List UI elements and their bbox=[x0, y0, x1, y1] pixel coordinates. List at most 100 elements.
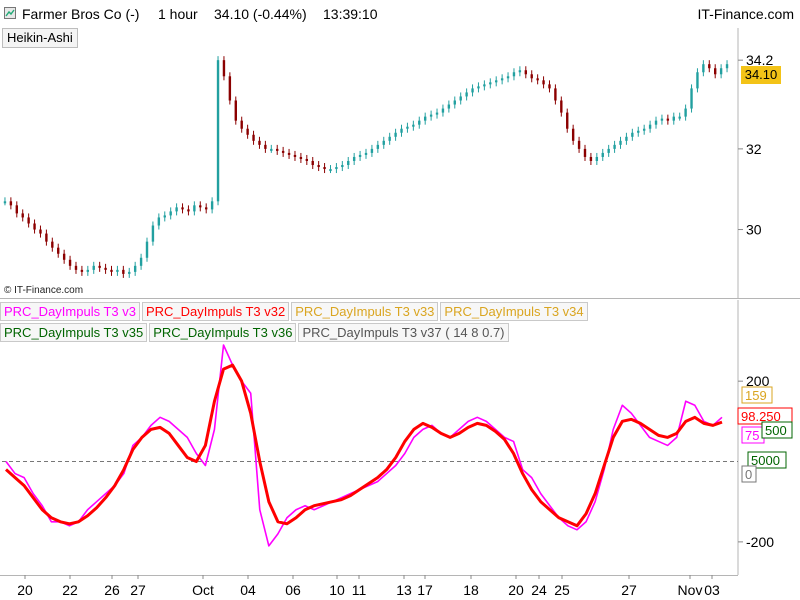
candle-body bbox=[281, 150, 285, 153]
candle-body bbox=[625, 136, 628, 141]
candle-body bbox=[483, 84, 486, 87]
last-price-tag: 34.10 bbox=[741, 66, 781, 84]
legend-v37[interactable]: PRC_DayImpuls T3 v37 ( 14 8 0.7) bbox=[298, 323, 509, 342]
time-tick-label: 20 bbox=[508, 582, 524, 598]
symbol-name: Farmer Bros Co (-) bbox=[22, 6, 140, 22]
time-tick-label: 13 bbox=[396, 582, 412, 598]
candle-body bbox=[163, 215, 166, 218]
candle-body bbox=[376, 144, 380, 149]
candle-body bbox=[305, 158, 309, 161]
legend-v34[interactable]: PRC_DayImpuls T3 v34 bbox=[440, 302, 588, 321]
indicator-value-tag: 98.250 bbox=[741, 409, 781, 424]
candle-body bbox=[187, 209, 190, 212]
time-tick-label: 11 bbox=[352, 582, 367, 598]
candle-body bbox=[441, 108, 445, 113]
candle-body bbox=[388, 136, 391, 141]
candle-body bbox=[471, 88, 474, 93]
indicator-tick-label: -200 bbox=[746, 534, 774, 550]
time-tick-label: 20 bbox=[17, 582, 33, 598]
candle-body bbox=[506, 76, 510, 79]
candle-body bbox=[447, 104, 451, 109]
candle-body bbox=[678, 116, 681, 119]
legend-v3[interactable]: PRC_DayImpuls T3 v3 bbox=[0, 302, 140, 321]
candle-body bbox=[613, 144, 616, 149]
panel-divider[interactable] bbox=[0, 298, 800, 299]
candle-body bbox=[234, 100, 237, 121]
chart-window-icon[interactable] bbox=[4, 7, 16, 19]
time-tick-label: 24 bbox=[531, 582, 547, 598]
indicator-value-tag: 500 bbox=[765, 423, 787, 438]
candle-body bbox=[714, 68, 717, 75]
candle-body bbox=[122, 269, 125, 274]
copyright-label: © IT-Finance.com bbox=[4, 285, 84, 296]
candle-body bbox=[654, 120, 658, 125]
time-tick-label: 27 bbox=[130, 582, 146, 598]
candle-body bbox=[199, 205, 202, 208]
indicator-series-line bbox=[5, 344, 723, 547]
candle-body bbox=[672, 116, 675, 121]
candle-body bbox=[128, 271, 131, 274]
candle-body bbox=[589, 156, 593, 161]
time-tick-label: 17 bbox=[417, 582, 433, 598]
indicator-series-line bbox=[5, 363, 723, 528]
candle-body bbox=[3, 201, 7, 204]
price-tick-label: 32 bbox=[746, 141, 762, 157]
legend-v33[interactable]: PRC_DayImpuls T3 v33 bbox=[291, 302, 439, 321]
candle-body bbox=[204, 207, 208, 210]
candle-body bbox=[583, 148, 587, 157]
candle-body bbox=[702, 64, 705, 73]
candle-body bbox=[560, 100, 563, 113]
time-tick-label: 26 bbox=[104, 582, 120, 598]
candle-body bbox=[104, 267, 107, 270]
candle-body bbox=[264, 144, 267, 149]
candle-body bbox=[145, 241, 149, 258]
indicator-value-tag: 0 bbox=[745, 467, 752, 482]
indicator-tick-label: 200 bbox=[746, 373, 770, 389]
candle-body bbox=[571, 128, 575, 141]
candle-body bbox=[74, 265, 78, 270]
legend-v32[interactable]: PRC_DayImpuls T3 v32 bbox=[141, 302, 290, 321]
candle-body bbox=[530, 74, 533, 79]
candle-body bbox=[725, 64, 729, 69]
candle-body bbox=[690, 88, 693, 109]
candle-body bbox=[495, 80, 498, 83]
chart-type-label[interactable]: Heikin-Ashi bbox=[2, 28, 78, 48]
candle-body bbox=[631, 132, 634, 137]
candle-body bbox=[518, 70, 522, 73]
legend-v36[interactable]: PRC_DayImpuls T3 v36 bbox=[149, 323, 297, 342]
candle-body bbox=[619, 140, 622, 145]
time-tick-label: 03 bbox=[704, 582, 720, 598]
candle-body bbox=[406, 126, 409, 129]
price-chart[interactable]: 30 32 34.2 bbox=[0, 28, 800, 298]
candle-body bbox=[45, 233, 48, 242]
candle-body bbox=[648, 124, 652, 129]
candle-body bbox=[465, 92, 468, 97]
candle-body bbox=[151, 225, 155, 242]
candle-body bbox=[347, 160, 350, 166]
candle-body bbox=[642, 128, 646, 131]
candle-body bbox=[27, 217, 30, 224]
indicator-value-tag: 5000 bbox=[751, 453, 780, 468]
candle-body bbox=[595, 156, 599, 161]
candle-body bbox=[435, 112, 439, 115]
candle-body bbox=[400, 128, 403, 133]
time-tick-label: 04 bbox=[240, 582, 256, 598]
timeframe[interactable]: 1 hour bbox=[158, 6, 198, 22]
candle-body bbox=[696, 72, 699, 89]
time-tick-label: 27 bbox=[621, 582, 637, 598]
legend-v35[interactable]: PRC_DayImpuls T3 v35 bbox=[0, 323, 148, 342]
indicator-value-tag-box bbox=[747, 451, 787, 469]
indicator-value-tag: 159 bbox=[745, 388, 767, 403]
candle-body bbox=[80, 269, 84, 272]
candle-body bbox=[335, 167, 338, 170]
time-tick-label: 06 bbox=[285, 582, 301, 598]
time-axis[interactable]: 20 22 26 27 Oct 04 06 10 11 13 17 18 20 24 25 27 Nov 03 bbox=[0, 575, 800, 600]
candle-body bbox=[62, 253, 66, 260]
candle-body bbox=[566, 112, 569, 129]
candle-body bbox=[660, 118, 664, 121]
candle-body bbox=[175, 207, 178, 212]
candle-body bbox=[394, 132, 397, 137]
brand-name: IT-Finance.com bbox=[697, 6, 794, 22]
candle-body bbox=[169, 211, 172, 216]
